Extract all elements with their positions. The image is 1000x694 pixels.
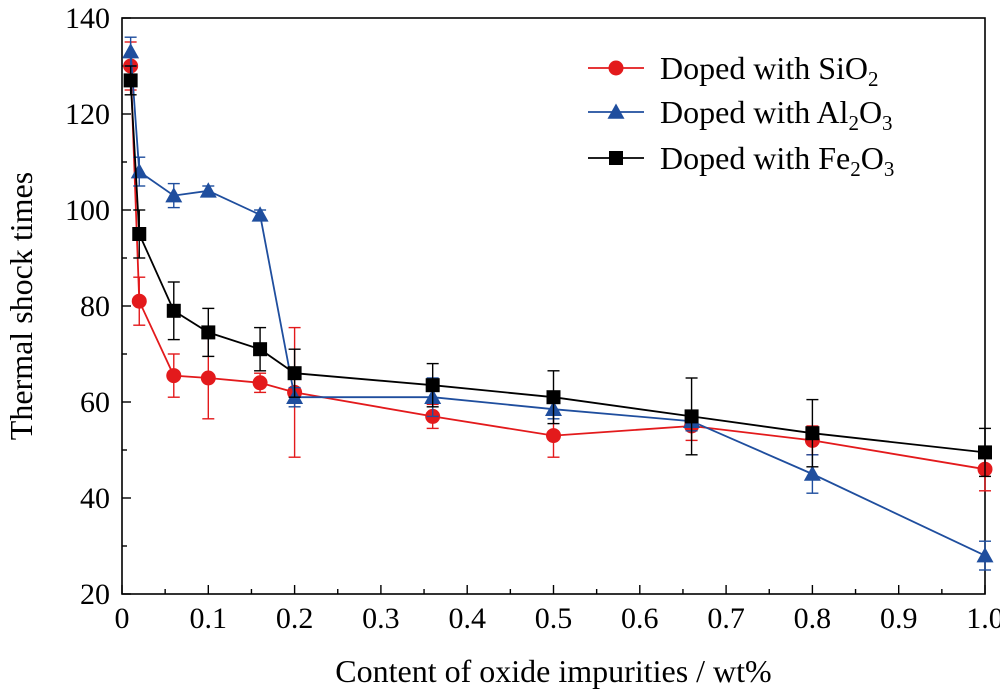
legend-entry: Doped with SiO2 bbox=[588, 50, 879, 91]
x-tick-label: 0.1 bbox=[190, 602, 228, 635]
data-point bbox=[252, 375, 268, 391]
y-tick-label: 100 bbox=[65, 194, 110, 227]
legend-label: Doped with SiO2 bbox=[660, 50, 879, 91]
legend-label: Doped with Al2O3 bbox=[660, 94, 893, 135]
legend-subscript: 3 bbox=[882, 111, 893, 135]
legend-text-part: O bbox=[861, 140, 884, 176]
x-tick-label: 0.3 bbox=[362, 602, 400, 635]
data-point bbox=[165, 187, 183, 203]
x-tick-label: 0.9 bbox=[880, 602, 918, 635]
x-tick-label: 0.4 bbox=[448, 602, 486, 635]
data-point bbox=[132, 227, 147, 241]
legend-marker bbox=[608, 60, 624, 76]
legend-text-part: O bbox=[859, 94, 882, 130]
x-tick-label: 0.2 bbox=[276, 602, 314, 635]
data-point bbox=[287, 366, 302, 381]
plot-frame bbox=[121, 17, 986, 595]
y-tick-label: 80 bbox=[80, 290, 110, 323]
legend-subscript: 2 bbox=[850, 157, 861, 181]
legend-label: Doped with Fe2O3 bbox=[660, 140, 894, 181]
legend-marker bbox=[609, 151, 623, 165]
y-tick-label: 140 bbox=[65, 2, 110, 35]
x-tick-label: 0.5 bbox=[535, 602, 573, 635]
legend-marker bbox=[607, 103, 625, 119]
data-point bbox=[123, 73, 138, 88]
series-square bbox=[123, 65, 992, 478]
ticks: 0 0.1 0.2 0.3 0.4 0.5 0.6 0.7 0.8 0.9 1.0 20 40 60 80 1… bbox=[65, 2, 1000, 635]
data-point bbox=[978, 445, 992, 460]
series-layer bbox=[122, 36, 994, 571]
data-point bbox=[684, 409, 699, 424]
legend-subscript: 2 bbox=[868, 67, 879, 91]
data-point bbox=[200, 370, 216, 386]
data-point bbox=[976, 547, 994, 563]
data-point bbox=[251, 206, 269, 222]
data-point bbox=[122, 43, 140, 59]
data-point bbox=[425, 378, 440, 393]
data-point bbox=[805, 426, 820, 441]
legend-subscript: 3 bbox=[884, 157, 895, 181]
y-tick-label: 40 bbox=[80, 482, 110, 515]
legend-entry: Doped with Fe2O3 bbox=[588, 140, 894, 181]
data-point bbox=[201, 325, 216, 340]
data-point bbox=[199, 182, 217, 198]
data-point bbox=[166, 303, 181, 318]
y-axis-title: Thermal shock times bbox=[3, 172, 39, 440]
legend-text-part: Doped with Al bbox=[660, 94, 849, 130]
x-tick-label: 1.0 bbox=[966, 602, 1000, 635]
axes bbox=[121, 17, 986, 595]
y-tick-label: 20 bbox=[80, 578, 110, 611]
x-tick-label: 0.7 bbox=[707, 602, 745, 635]
x-tick-label: 0 bbox=[115, 602, 130, 635]
data-point bbox=[253, 342, 268, 357]
data-point bbox=[130, 163, 148, 179]
data-point bbox=[546, 390, 561, 405]
x-axis-title: Content of oxide impurities / wt% bbox=[335, 653, 771, 689]
legend-entry: Doped with Al2O3 bbox=[588, 94, 893, 135]
y-tick-label: 120 bbox=[65, 98, 110, 131]
x-tick-label: 0.8 bbox=[794, 602, 832, 635]
data-point bbox=[803, 465, 821, 481]
x-tick-label: 0.6 bbox=[621, 602, 659, 635]
data-point bbox=[546, 428, 561, 444]
legend-text-part: Doped with Fe bbox=[660, 140, 850, 176]
data-point bbox=[166, 368, 182, 384]
data-point bbox=[131, 293, 147, 309]
legend-text-part: Doped with SiO bbox=[660, 50, 868, 86]
y-tick-label: 60 bbox=[80, 386, 110, 419]
legend-subscript: 2 bbox=[848, 111, 859, 135]
